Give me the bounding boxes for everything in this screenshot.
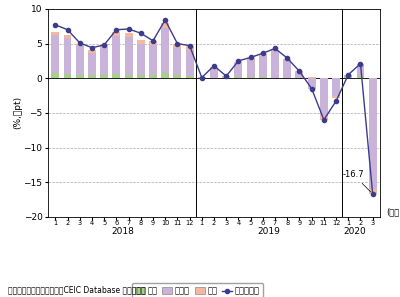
Bar (344, 76, 352, 78)
Bar (222, 77, 230, 78)
Bar (76, 75, 84, 78)
Bar (174, 75, 181, 78)
Bar (296, 71, 304, 72)
Bar (174, 48, 181, 75)
Bar (369, 78, 377, 189)
Bar (100, 47, 108, 75)
Bar (247, 77, 254, 78)
Bar (100, 75, 108, 78)
Bar (210, 69, 218, 78)
Bar (64, 38, 72, 74)
Bar (369, 189, 377, 194)
Bar (51, 73, 59, 78)
Bar (137, 40, 145, 44)
Bar (320, 78, 328, 116)
Bar (124, 37, 132, 75)
Text: 2020: 2020 (343, 227, 366, 236)
Bar (112, 32, 120, 36)
Bar (210, 67, 218, 69)
Bar (149, 75, 157, 78)
Bar (149, 45, 157, 75)
Bar (88, 75, 96, 78)
Bar (124, 75, 132, 78)
Bar (234, 63, 242, 77)
Bar (149, 42, 157, 45)
Bar (356, 76, 364, 78)
Bar (222, 76, 230, 77)
Text: (年月): (年月) (387, 208, 400, 217)
Bar (247, 59, 254, 77)
Bar (124, 33, 132, 37)
Bar (320, 116, 328, 120)
Bar (332, 78, 340, 96)
Bar (76, 44, 84, 46)
Bar (234, 61, 242, 63)
Bar (112, 36, 120, 74)
Legend: 鉱業, 製造業, 電力, 鉱工業生産: 鉱業, 製造業, 電力, 鉱工業生産 (132, 283, 263, 297)
Bar (308, 77, 316, 78)
Bar (356, 66, 364, 76)
Bar (186, 50, 194, 76)
Text: 資料：インド中央統計局、CEIC Database から作成。: 資料：インド中央統計局、CEIC Database から作成。 (8, 285, 146, 294)
Bar (356, 64, 364, 66)
Bar (186, 76, 194, 78)
Bar (344, 75, 352, 76)
Bar (88, 50, 96, 53)
Bar (161, 28, 169, 73)
Bar (51, 35, 59, 73)
Bar (174, 44, 181, 48)
Bar (51, 32, 59, 35)
Bar (64, 34, 72, 38)
Bar (296, 72, 304, 78)
Y-axis label: (%,％pt): (%,％pt) (13, 96, 22, 129)
Bar (234, 77, 242, 78)
Bar (198, 77, 206, 78)
Bar (259, 56, 267, 77)
Bar (259, 77, 267, 78)
Bar (137, 44, 145, 75)
Bar (76, 46, 84, 75)
Bar (271, 50, 279, 51)
Bar (186, 46, 194, 50)
Bar (64, 74, 72, 78)
Bar (247, 58, 254, 59)
Bar (308, 78, 316, 89)
Text: -16.7: -16.7 (342, 170, 371, 192)
Text: 2019: 2019 (258, 227, 280, 236)
Bar (112, 74, 120, 78)
Bar (100, 44, 108, 47)
Text: 2018: 2018 (111, 227, 134, 236)
Bar (161, 23, 169, 28)
Bar (283, 59, 291, 60)
Bar (137, 75, 145, 78)
Bar (161, 73, 169, 78)
Bar (88, 53, 96, 75)
Bar (271, 51, 279, 78)
Bar (259, 54, 267, 56)
Bar (332, 96, 340, 98)
Bar (283, 60, 291, 78)
